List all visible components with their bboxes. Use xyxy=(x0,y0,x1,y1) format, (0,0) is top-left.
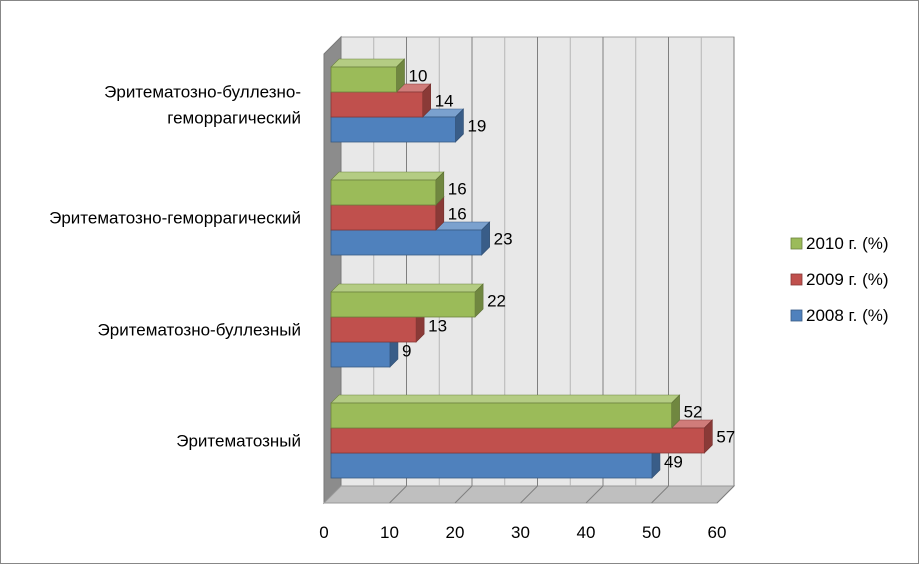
data-label: 14 xyxy=(435,92,454,111)
category-label: Эритематозно-геморрагический xyxy=(49,209,301,228)
gridline-floor xyxy=(585,485,604,504)
bar xyxy=(330,116,456,143)
x-tick-label: 40 xyxy=(577,523,596,542)
x-axis-ticks: 0 10 20 30 40 50 60 xyxy=(319,523,726,542)
legend-label: 2010 г. (%) xyxy=(806,234,889,253)
legend-swatch xyxy=(790,237,803,250)
data-label: 52 xyxy=(684,403,703,422)
bar xyxy=(330,341,391,368)
category-label: Эритематозно-буллезный xyxy=(98,321,301,340)
data-labels: 49 57 52 9 13 22 23 16 16 19 14 10 xyxy=(402,67,735,472)
bar-top xyxy=(330,394,681,404)
data-label: 57 xyxy=(716,428,735,447)
bar xyxy=(330,66,397,93)
data-label: 9 xyxy=(402,342,411,361)
gridline-floor xyxy=(454,485,473,504)
legend-swatch xyxy=(790,309,803,322)
bar xyxy=(330,179,437,206)
bar xyxy=(330,402,673,429)
legend-label: 2008 г. (%) xyxy=(806,306,889,325)
data-label: 16 xyxy=(448,180,467,199)
bar xyxy=(330,91,424,118)
category-label: Эритематозный xyxy=(176,432,301,451)
x-tick-label: 60 xyxy=(708,523,727,542)
bars xyxy=(330,58,714,479)
gridline-floor xyxy=(520,485,538,504)
x-tick-label: 0 xyxy=(319,523,328,542)
gridline-floor xyxy=(716,485,735,504)
data-label: 22 xyxy=(487,292,506,311)
category-label: Эритематозно-буллезно- xyxy=(104,83,301,102)
legend-swatch xyxy=(790,273,803,286)
data-label: 23 xyxy=(494,230,513,249)
x-tick-label: 50 xyxy=(642,523,661,542)
bar-top xyxy=(330,58,406,68)
data-label: 19 xyxy=(467,117,486,136)
gridline-floor xyxy=(389,485,407,504)
legend: 2010 г. (%) 2009 г. (%) 2008 г. (%) xyxy=(790,234,889,325)
bar-top xyxy=(330,171,445,181)
gridline-floor xyxy=(651,485,669,504)
data-label: 16 xyxy=(448,205,467,224)
bar xyxy=(330,427,705,454)
bar xyxy=(330,204,437,231)
category-label: геморрагический xyxy=(167,109,301,128)
category-labels: Эритематозный Эритематозно-буллезный Эрите… xyxy=(49,83,301,451)
bar xyxy=(330,452,653,479)
x-tick-label: 20 xyxy=(446,523,465,542)
x-tick-label: 30 xyxy=(511,523,530,542)
bar xyxy=(330,229,483,256)
x-tick-label: 10 xyxy=(380,523,399,542)
bar xyxy=(330,316,417,343)
data-label: 13 xyxy=(428,317,447,336)
bar-top xyxy=(330,283,484,293)
legend-label: 2009 г. (%) xyxy=(806,270,889,289)
data-label: 10 xyxy=(409,67,428,86)
data-label: 49 xyxy=(664,453,683,472)
bar xyxy=(330,291,476,318)
